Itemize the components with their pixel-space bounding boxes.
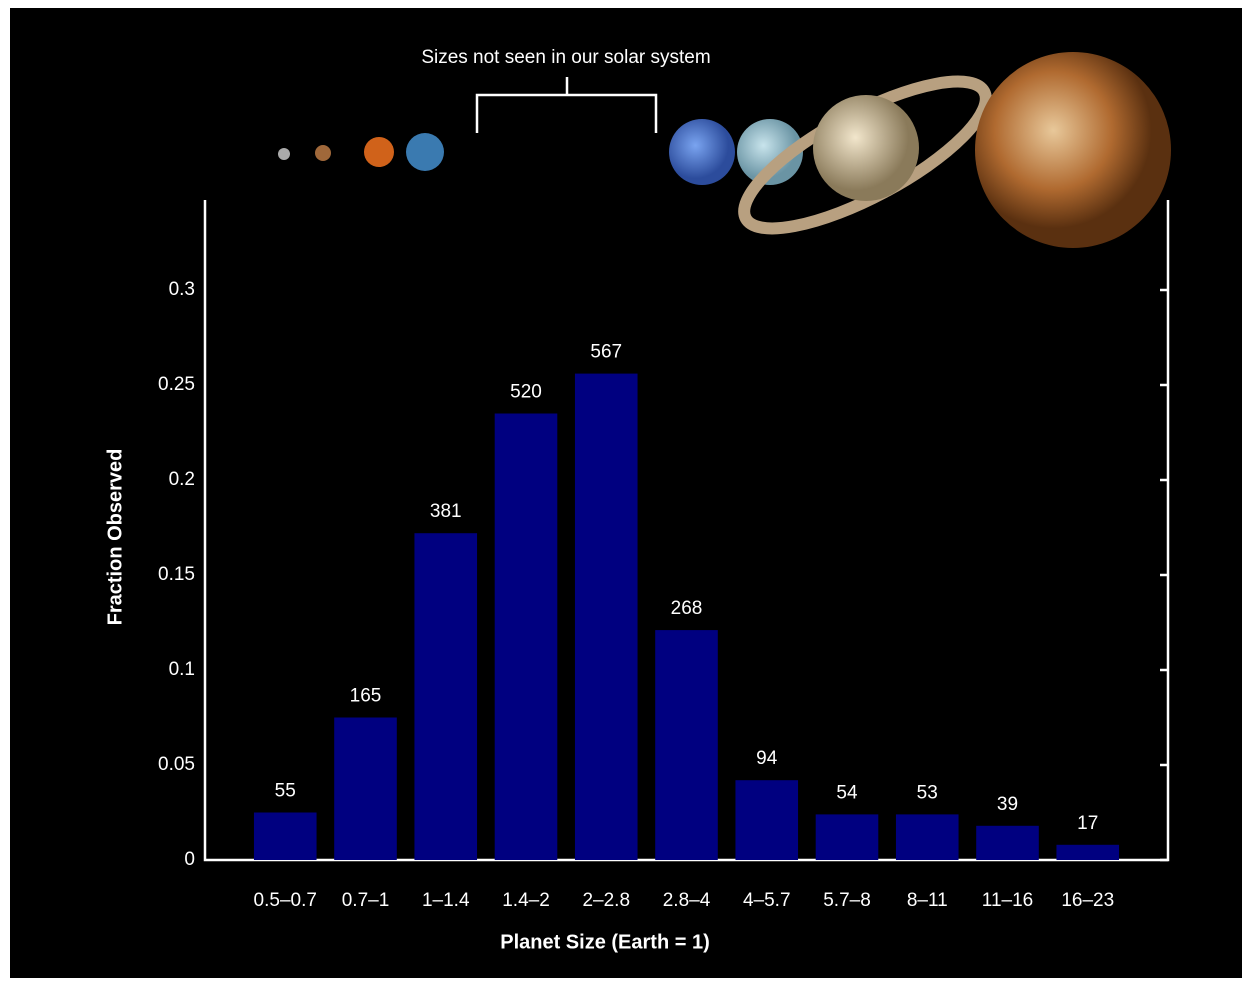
bar — [815, 814, 879, 860]
x-tick-label: 2.8–4 — [663, 890, 711, 911]
x-tick-label: 0.7–1 — [342, 890, 390, 911]
x-tick-label: 16–23 — [1061, 890, 1114, 911]
bar — [334, 717, 397, 860]
bar — [976, 825, 1039, 860]
bar — [735, 780, 799, 860]
y-tick-label: 0.2 — [169, 469, 195, 490]
count-label: 17 — [1077, 813, 1098, 834]
bar — [494, 413, 558, 860]
y-tick-label: 0.1 — [169, 659, 195, 680]
x-tick-label: 11–16 — [982, 890, 1033, 911]
count-label: 54 — [836, 782, 858, 803]
bar — [253, 812, 317, 860]
y-tick-label: 0 — [184, 849, 195, 870]
x-tick-label: 0.5–0.7 — [254, 890, 317, 911]
count-label: 55 — [275, 781, 296, 802]
x-tick-label: 8–11 — [907, 890, 948, 911]
count-label: 520 — [510, 382, 542, 403]
y-tick-label: 0.05 — [158, 754, 195, 775]
bar — [574, 373, 638, 860]
x-axis-label: Planet Size (Earth = 1) — [500, 931, 710, 953]
x-tick-label: 1–1.4 — [422, 890, 470, 911]
x-tick-label: 4–5.7 — [743, 890, 791, 911]
count-label: 268 — [671, 598, 703, 619]
annotation: Sizes not seen in our solar system — [421, 47, 710, 68]
y-tick-label: 0.25 — [158, 374, 195, 395]
x-tick-label: 5.7–8 — [823, 890, 871, 911]
y-axis-label: Fraction Observed — [104, 449, 126, 626]
y-tick-label: 0.15 — [158, 564, 195, 585]
bar — [1056, 844, 1120, 860]
x-tick-label: 1.4–2 — [502, 890, 550, 911]
x-tick-label: 2–2.8 — [582, 890, 630, 911]
count-label: 165 — [350, 686, 382, 707]
count-label: 567 — [590, 342, 622, 363]
bar — [895, 814, 959, 860]
count-label: 39 — [997, 794, 1018, 815]
count-label: 381 — [430, 501, 462, 522]
planet-illustration — [278, 52, 1171, 248]
count-label: 94 — [756, 748, 778, 769]
y-tick-label: 0.3 — [169, 279, 195, 300]
count-label: 53 — [917, 782, 938, 803]
bar — [655, 630, 718, 860]
bar — [414, 533, 478, 860]
